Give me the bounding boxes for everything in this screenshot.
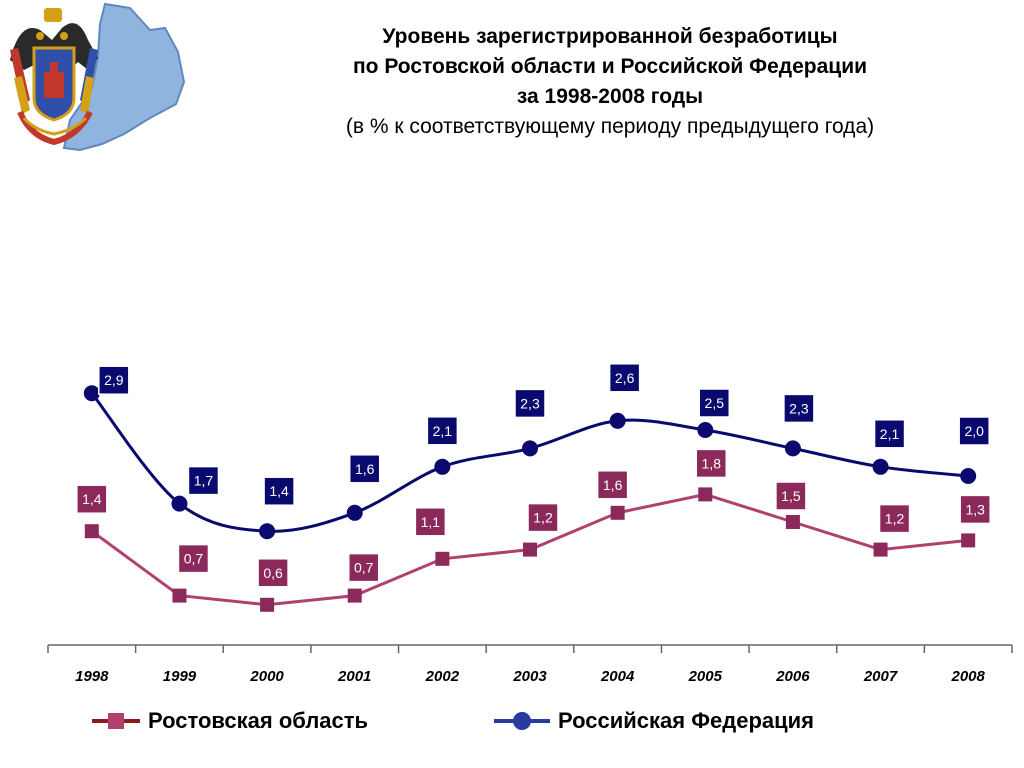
rostov-marker-2003 bbox=[523, 542, 537, 557]
russia-data-label-2008: 2,0 bbox=[964, 423, 984, 439]
rostov-label-box-1998 bbox=[76, 484, 108, 514]
x-tick-label-2003: 2003 bbox=[512, 668, 547, 685]
russia-data-label-2000: 1,4 bbox=[269, 483, 289, 499]
rostov-marker-2000 bbox=[260, 597, 275, 612]
russia-marker-2001 bbox=[346, 504, 363, 521]
russia-marker-2002 bbox=[434, 458, 451, 475]
rostov-label-box-2000 bbox=[257, 558, 289, 588]
rostov-marker-1998 bbox=[84, 524, 99, 539]
x-tick-label-2006: 2006 bbox=[775, 668, 810, 685]
russia-marker-1998 bbox=[83, 385, 100, 402]
russia-data-label-2003: 2,3 bbox=[520, 395, 540, 411]
flags-icon bbox=[10, 48, 98, 114]
russia-label-box-2007 bbox=[873, 419, 906, 449]
rostov-marker-2006 bbox=[785, 515, 800, 529]
chart-title-line-3: за 1998-2008 годы bbox=[516, 85, 704, 108]
x-tick-label-2008: 2008 bbox=[950, 668, 985, 685]
rostov-data-label-2005: 1,8 bbox=[702, 455, 722, 471]
russia-data-label-2002: 2,1 bbox=[433, 423, 453, 439]
russia-marker-2006 bbox=[784, 440, 801, 457]
russia-marker-2007 bbox=[872, 458, 889, 475]
rostov-data-label-2000: 0,6 bbox=[263, 565, 283, 581]
x-tick-label-1998: 1998 bbox=[75, 668, 109, 685]
russia-label-box-2002 bbox=[426, 416, 459, 446]
legend: Ростовская область Российская Федерация bbox=[0, 704, 1024, 738]
wreath-icon bbox=[17, 110, 93, 146]
rostov-marker-2004 bbox=[610, 505, 625, 520]
russia-label-box-2006 bbox=[783, 393, 815, 424]
russia-data-label-2007: 2,1 bbox=[880, 426, 900, 442]
shield-icon bbox=[32, 46, 76, 122]
russia-marker-2008 bbox=[960, 468, 977, 484]
rostov-label-box-2002 bbox=[414, 507, 447, 537]
rostov-data-label-2007: 1,2 bbox=[885, 511, 905, 527]
rostov-label-box-2006 bbox=[775, 481, 807, 511]
chart-title-line-1: Уровень зарегистрированной безработицы bbox=[382, 25, 838, 48]
rostov-data-label-1998: 1,4 bbox=[82, 491, 102, 507]
rostov-label-box-2003 bbox=[527, 502, 559, 533]
legend-label-russia: Российская Федерация bbox=[558, 708, 814, 733]
russia-data-label-1999: 1,7 bbox=[194, 473, 214, 489]
russia-marker-2004 bbox=[609, 412, 626, 429]
russia-label-box-2004 bbox=[608, 363, 641, 393]
rostov-data-label-2008: 1,3 bbox=[965, 501, 985, 517]
rostov-label-box-2008 bbox=[959, 494, 991, 525]
rostov-marker-1999 bbox=[172, 588, 187, 603]
x-tick-label-2007: 2007 bbox=[863, 668, 898, 685]
rostov-marker-2005 bbox=[698, 487, 713, 502]
rostov-data-label-2004: 1,6 bbox=[603, 477, 623, 493]
coat-of-arms-icon bbox=[10, 2, 186, 152]
legend-item-russia: Российская Федерация bbox=[494, 704, 814, 738]
rostov-label-box-2001 bbox=[347, 552, 380, 583]
rostov-data-label-2001: 0,7 bbox=[354, 560, 374, 576]
russia-label-box-1999 bbox=[187, 465, 220, 496]
russia-data-label-2006: 2,3 bbox=[789, 400, 809, 416]
rostov-label-box-2005 bbox=[695, 448, 728, 479]
russia-marker-2000 bbox=[259, 523, 276, 540]
rostov-data-label-2002: 1,1 bbox=[421, 514, 441, 530]
rostov-marker-2008 bbox=[961, 533, 976, 548]
russia-marker-2003 bbox=[522, 440, 538, 457]
russia-marker-1999 bbox=[171, 495, 188, 512]
russia-label-box-2008 bbox=[958, 416, 990, 446]
russia-label-box-2001 bbox=[348, 454, 381, 484]
russia-label-box-2005 bbox=[698, 388, 731, 418]
russia-marker-2005 bbox=[697, 422, 714, 438]
chart-title-block: Уровень зарегистрированной безработицы п… bbox=[230, 22, 990, 142]
rostov-label-box-2007 bbox=[878, 503, 911, 534]
legend-label-rostov: Ростовская область bbox=[148, 708, 369, 733]
russia-data-label-2005: 2,5 bbox=[705, 395, 725, 411]
rostov-data-label-2003: 1,2 bbox=[533, 510, 553, 526]
rostov-marker-2007 bbox=[873, 542, 888, 557]
chart-subtitle: (в % к соответствующему периоду предыдущ… bbox=[345, 115, 875, 138]
rostov-marker-2001 bbox=[347, 588, 362, 603]
legend-swatch-russia bbox=[494, 712, 550, 730]
russia-data-label-2004: 2,6 bbox=[615, 370, 635, 386]
rostov-marker-2002 bbox=[435, 551, 450, 566]
x-tick-label-1999: 1999 bbox=[163, 668, 197, 685]
x-tick-label-2001: 2001 bbox=[337, 668, 371, 685]
rostov-label-box-1999 bbox=[177, 543, 210, 574]
x-tick-label-2004: 2004 bbox=[600, 668, 635, 685]
rostov-data-label-1999: 0,7 bbox=[184, 551, 204, 567]
region-map-shape bbox=[62, 2, 186, 152]
chart-title-line-2: по Ростовской области и Российской Федер… bbox=[352, 55, 868, 78]
line-chart: 1998 1999 2000 2001 2002 2003 2004 2005 2006 2007… bbox=[47, 363, 1013, 685]
legend-swatch-rostov bbox=[92, 713, 140, 729]
russia-data-label-2001: 1,6 bbox=[355, 461, 375, 477]
rostov-label-box-2004 bbox=[596, 470, 629, 500]
russia-data-label-1998: 2,9 bbox=[104, 372, 124, 388]
x-tick-label-2005: 2005 bbox=[688, 668, 723, 685]
x-tick-label-2002: 2002 bbox=[425, 668, 460, 685]
rostov-data-label-2006: 1,5 bbox=[781, 488, 801, 504]
legend-item-rostov: Ростовская область bbox=[92, 704, 368, 738]
russia-label-box-2000 bbox=[263, 476, 295, 506]
russia-label-box-2003 bbox=[514, 388, 546, 419]
x-tick-label-2000: 2000 bbox=[249, 668, 284, 685]
russia-label-box-1998 bbox=[98, 365, 130, 395]
